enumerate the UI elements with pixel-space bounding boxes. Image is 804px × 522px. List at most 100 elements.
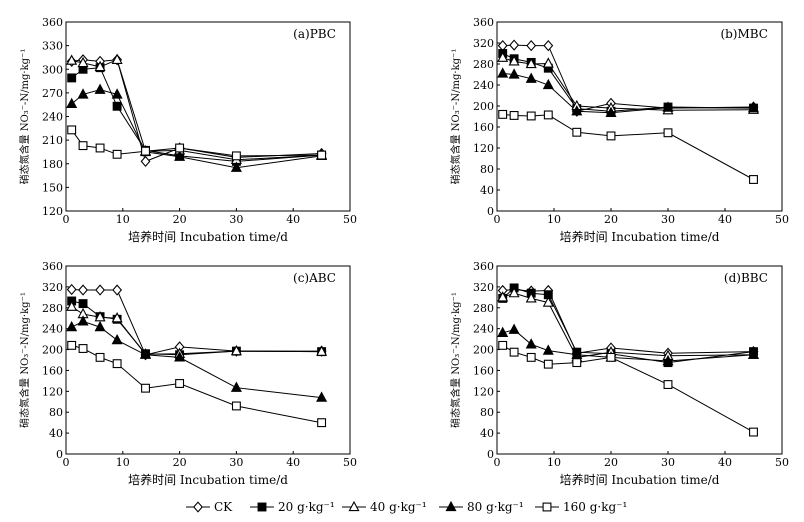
data-point [508,55,520,66]
series-line [71,320,322,399]
data-point [747,348,760,359]
data-point [606,131,616,141]
x-tick-label: 20 [173,213,187,226]
data-point [497,39,508,52]
data-point [606,352,616,362]
data-point [605,106,617,117]
data-point [316,391,328,402]
x-tick-label: 50 [775,213,789,226]
x-tick-label: 40 [718,213,732,226]
legend-marker [542,502,552,512]
data-point [78,299,88,309]
x-tick-label: 30 [661,213,675,226]
data-point [112,101,122,111]
series-line [502,287,754,364]
data-point [526,111,536,121]
series-line [502,288,754,354]
data-point [542,78,554,90]
panel-title: (a)PBC [293,27,336,41]
data-point [663,380,673,389]
x-tick-label: 20 [604,213,618,226]
y-tick-label: 160 [42,364,63,377]
data-point [94,320,106,332]
data-point [317,150,327,160]
data-point [497,326,509,337]
data-point [662,354,674,366]
data-point [174,150,186,161]
x-tick-label: 10 [547,213,561,226]
x-tick-label: 40 [718,456,732,469]
data-point [497,67,509,78]
y-axis-label: 硝态氮含量 NO₃⁻-N/mg·kg⁻¹ [18,292,31,428]
data-point [508,286,520,298]
y-tick-label: 320 [473,281,494,294]
y-tick-label: 270 [42,87,63,100]
y-tick-label: 280 [473,58,494,71]
y-tick-label: 300 [42,63,63,76]
y-tick-label: 160 [473,364,494,377]
data-point [663,128,673,138]
chart-panel-bbc: 0 10 20 30 40 50 0 40 80 120 160 200 240 280 320 360 (d)… [449,260,789,487]
legend-item: CK [186,500,233,514]
data-point [749,427,758,437]
y-tick-label: 40 [480,427,494,440]
y-axis-label: 硝态氮含量 NO₃⁻-N/mg·kg⁻¹ [18,49,31,185]
y-tick-label: 360 [42,16,63,29]
data-point [66,320,78,332]
data-point [95,143,105,153]
x-tick-label: 10 [547,456,561,469]
y-tick-label: 120 [42,385,63,398]
data-point [508,68,520,79]
y-axis-label: 硝态氮含量 NO₃⁻-N/mg·kg⁻¹ [449,292,462,428]
legend-label: CK [214,500,233,514]
data-point [111,312,123,323]
data-point [542,296,554,307]
data-point [78,344,88,353]
data-point [66,97,78,109]
data-point [572,127,582,137]
y-tick-label: 320 [42,281,63,294]
data-point [525,57,537,69]
series-line [502,113,754,180]
legend: CK 20 g·kg⁻¹ 40 g·kg⁻¹ 80 g·kg⁻¹ 160 g·kg⁻¹ [186,500,627,514]
data-point [112,284,123,296]
y-tick-label: 80 [480,406,494,419]
legend-label: 160 g·kg⁻¹ [563,500,627,514]
x-tick-label: 0 [494,213,501,226]
plot-frame [65,21,351,212]
data-point [66,283,77,296]
y-tick-label: 240 [473,323,494,336]
legend-label: 40 g·kg⁻¹ [370,500,427,514]
chart-panel-pbc: 0 10 20 30 40 50 120 150 180 210 240 270 300 330 360 (a… [18,16,357,244]
data-point [526,39,537,52]
legend-item: 80 g·kg⁻¹ [439,500,524,514]
data-point [111,88,123,99]
data-point [175,143,185,153]
y-tick-label: 360 [473,260,494,273]
series-line [71,344,322,424]
data-point [749,175,758,184]
data-point [747,101,760,113]
series-line [71,129,322,157]
x-tick-label: 0 [63,213,70,226]
data-point [543,110,553,120]
series-line [502,73,754,114]
legend-marker [257,502,267,512]
data-point [230,161,242,172]
data-point [572,358,582,368]
data-point [316,345,328,356]
x-tick-label: 10 [116,213,130,226]
y-tick-label: 150 [42,181,63,194]
data-point [543,359,553,369]
plot-frame [65,265,351,455]
data-point [543,39,554,52]
data-point [67,73,77,83]
y-tick-label: 200 [473,100,494,113]
data-point [542,344,554,355]
data-point [141,383,150,393]
chart-panel-mbc: 0 10 20 30 40 50 0 40 80 120 160 200 240 280 320 360 (b)… [449,16,789,244]
data-point [497,291,509,302]
legend-label: 20 g·kg⁻¹ [278,500,335,514]
data-point [498,340,508,350]
